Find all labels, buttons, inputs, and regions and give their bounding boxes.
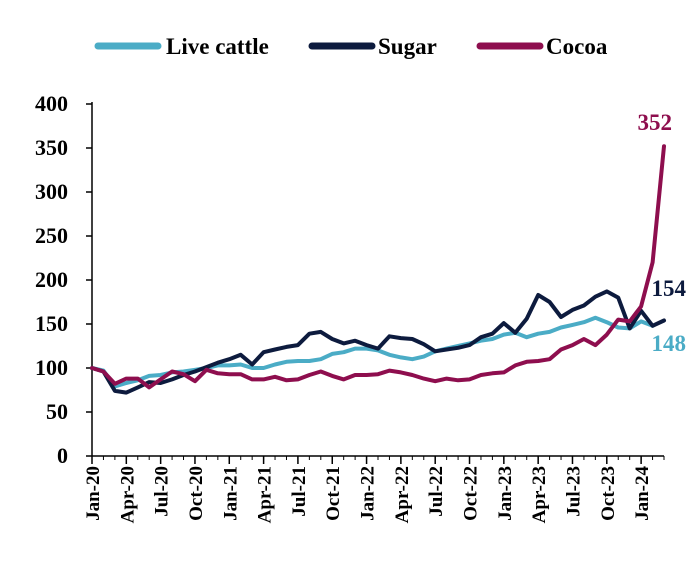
end-label-cocoa: 352 <box>638 110 673 135</box>
x-tick-label: Oct-21 <box>323 466 344 521</box>
end-label-live-cattle: 148 <box>652 331 687 356</box>
x-axis: Jan-20 Apr-20 Jul-20 Oct-20 Jan-21 Apr-21 Jul-… <box>83 455 665 523</box>
x-tick-label: Apr-21 <box>255 466 276 523</box>
x-tick-label: Jan-24 <box>632 466 653 521</box>
series-lines <box>90 144 666 395</box>
x-tick-label: Jul-20 <box>152 466 173 517</box>
x-tick-label: Oct-20 <box>186 466 207 521</box>
legend-label: Live cattle <box>166 34 269 59</box>
x-tick-label: Apr-22 <box>392 466 413 523</box>
x-tick-label: Jan-23 <box>495 466 516 521</box>
y-tick-label: 400 <box>35 91 68 116</box>
series-line-live-cattle <box>90 315 655 389</box>
legend-label: Cocoa <box>546 34 608 59</box>
x-tick-label: Oct-22 <box>461 466 482 521</box>
y-tick-label: 100 <box>35 355 68 380</box>
end-labels: 148 154 352 <box>638 110 687 356</box>
y-tick-label: 200 <box>35 267 68 292</box>
series-line-sugar <box>90 289 666 395</box>
y-axis: 0 50 100 150 200 250 300 350 400 <box>35 91 93 468</box>
series-line-cocoa <box>90 144 666 390</box>
x-tick-label: Jul-21 <box>289 466 310 517</box>
y-tick-label: 250 <box>35 223 68 248</box>
y-tick-label: 150 <box>35 311 68 336</box>
x-tick-label: Apr-20 <box>117 466 138 523</box>
legend-label: Sugar <box>378 34 437 59</box>
x-tick-label: Jan-20 <box>83 466 104 521</box>
end-label-sugar: 154 <box>652 276 687 301</box>
legend: Live cattle Sugar Cocoa <box>94 34 608 59</box>
y-tick-label: 300 <box>35 179 68 204</box>
y-tick-label: 350 <box>35 135 68 160</box>
y-tick-label: 50 <box>46 399 68 424</box>
x-tick-label: Jan-21 <box>220 466 241 521</box>
x-tick-label: Oct-23 <box>598 466 619 521</box>
x-tick-label: Jul-23 <box>563 466 584 517</box>
x-tick-label: Jul-22 <box>426 466 447 517</box>
y-tick-label: 0 <box>57 443 68 468</box>
x-tick-label: Jan-22 <box>358 466 379 521</box>
x-tick-label: Apr-23 <box>529 466 550 523</box>
